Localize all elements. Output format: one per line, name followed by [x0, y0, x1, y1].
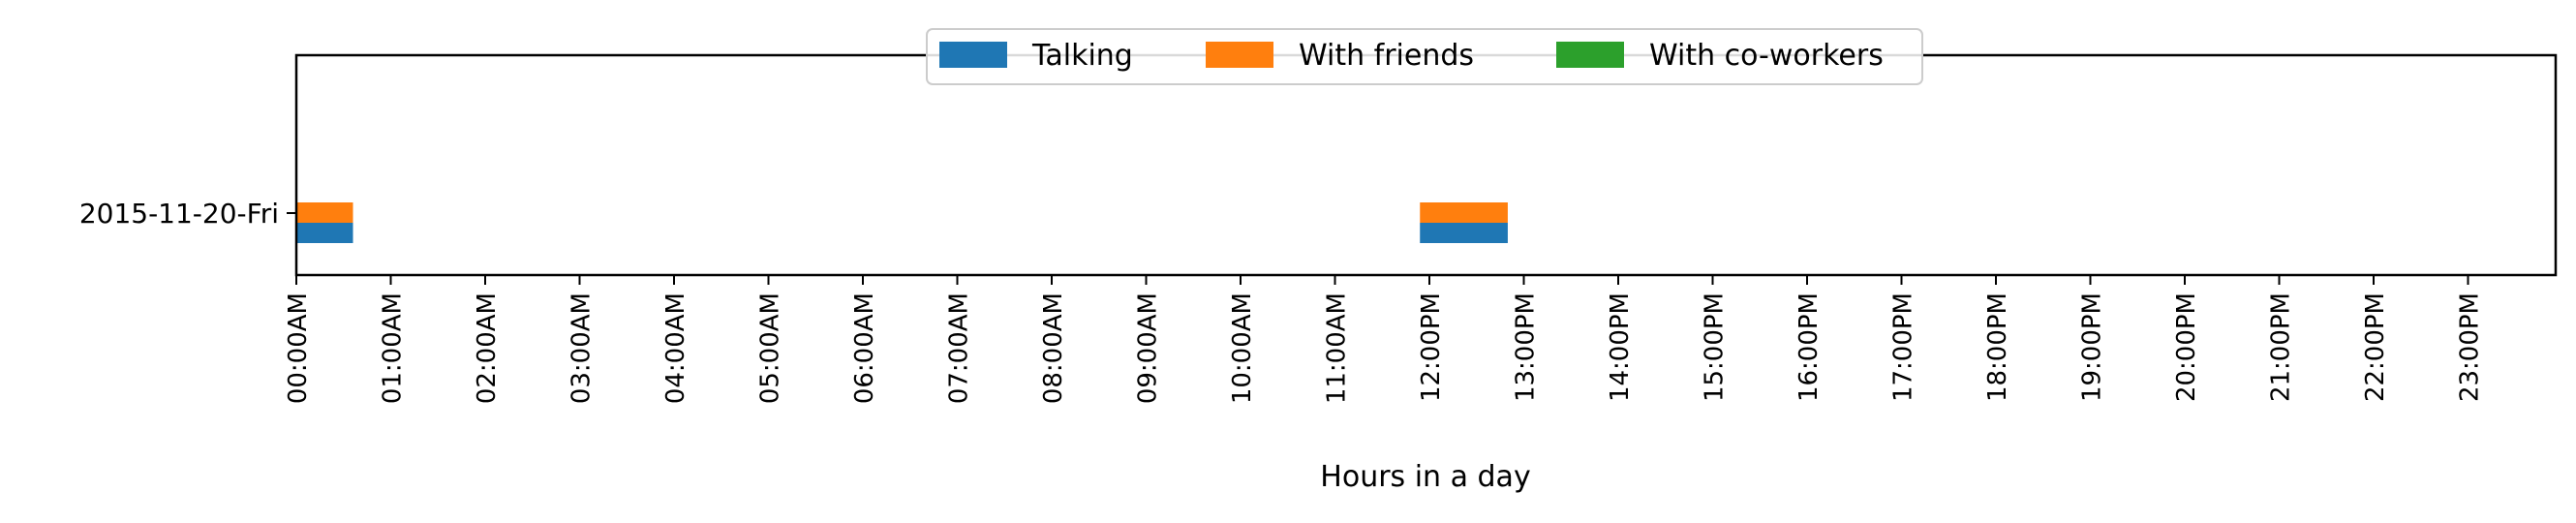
bar-talking-0: [296, 223, 353, 243]
x-tick-label: 08:00AM: [1039, 292, 1068, 404]
x-tick-label: 05:00AM: [756, 292, 785, 404]
x-axis: 00:00AM 01:00AM 02:00AM 03:00AM 04:00AM 05:00…: [284, 275, 2485, 404]
y-tick-label: 2015-11-20-Fri: [79, 198, 279, 230]
legend-label-with-co-workers: With co-workers: [1649, 39, 1884, 73]
x-axis-title: Hours in a day: [1320, 460, 1530, 494]
x-tick-label: 11:00AM: [1323, 292, 1352, 404]
x-tick-label: 21:00PM: [2267, 292, 2296, 402]
x-tick-label: 06:00AM: [850, 292, 879, 404]
bars-layer: [296, 202, 1508, 243]
x-tick-label: 04:00AM: [661, 292, 690, 404]
x-tick-label: 22:00PM: [2361, 292, 2390, 402]
legend-swatch-with-co-workers: [1556, 42, 1624, 68]
x-tick-label: 18:00PM: [1983, 292, 2012, 402]
x-tick-label: 19:00PM: [2078, 292, 2107, 402]
x-tick-label: 03:00AM: [567, 292, 597, 404]
legend-box: [926, 28, 1923, 85]
x-tick-label: 16:00PM: [1794, 292, 1824, 402]
x-tick-label: 02:00AM: [473, 292, 502, 404]
x-tick-label: 13:00PM: [1512, 292, 1541, 402]
x-tick-label: 09:00AM: [1134, 292, 1163, 404]
x-tick-label: 01:00AM: [379, 292, 408, 404]
x-tick-label: 15:00PM: [1701, 292, 1730, 402]
legend-swatch-talking: [939, 42, 1007, 68]
legend-label-with-friends: With friends: [1299, 39, 1474, 73]
bar-talking-1: [1420, 223, 1508, 243]
x-tick-label: 07:00AM: [945, 292, 974, 404]
bar-with-friends-1: [1420, 202, 1508, 223]
x-tick-label: 14:00PM: [1606, 292, 1635, 402]
x-tick-label: 10:00AM: [1228, 292, 1257, 404]
x-tick-label: 20:00PM: [2172, 292, 2201, 402]
legend-swatch-with-friends: [1206, 42, 1273, 68]
x-tick-label: 23:00PM: [2456, 292, 2485, 402]
x-tick-label: 12:00PM: [1417, 292, 1446, 402]
bar-with-friends-0: [296, 202, 353, 223]
x-tick-label: 17:00PM: [1889, 292, 1918, 402]
y-axis: 2015-11-20-Fri: [79, 198, 296, 230]
legend: Talking With friends With co-workers: [926, 28, 1923, 85]
legend-label-talking: Talking: [1031, 39, 1133, 73]
x-tick-label: 00:00AM: [284, 292, 313, 404]
